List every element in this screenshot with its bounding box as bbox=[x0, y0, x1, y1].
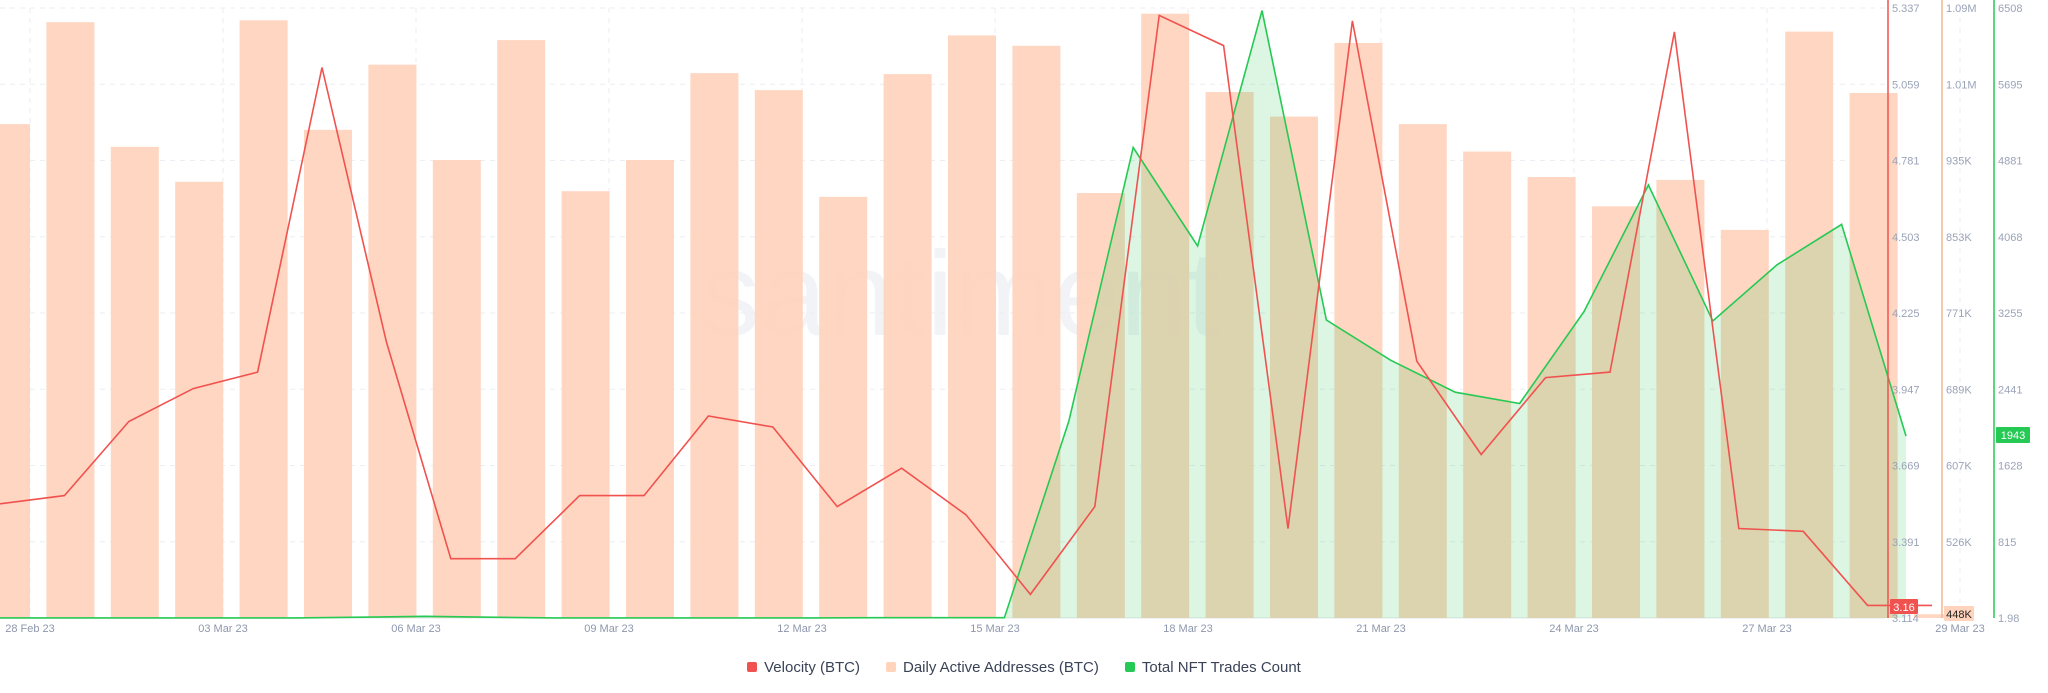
bar-daily-active-addresses bbox=[1076, 193, 1125, 618]
bar-daily-active-addresses bbox=[497, 40, 546, 618]
bar-daily-active-addresses bbox=[1527, 177, 1576, 618]
x-axis-tick-labels: 28 Feb 23 03 Mar 23 06 Mar 23 09 Mar 23 12 M… bbox=[5, 623, 1985, 635]
y-axis-tick-label-velocity: 3.669 bbox=[1892, 461, 1920, 473]
line-layer bbox=[0, 10, 1933, 619]
bar-daily-active-addresses bbox=[46, 22, 95, 619]
bar-layer bbox=[0, 13, 1962, 619]
y-axis-tick-label-nft: 4881 bbox=[1998, 156, 2022, 168]
nft-last-badge: 1943 bbox=[2001, 430, 2025, 442]
x-axis-tick-label: 18 Mar 23 bbox=[1163, 623, 1213, 635]
bar-daily-active-addresses bbox=[754, 90, 803, 618]
x-axis-tick-label: 21 Mar 23 bbox=[1356, 623, 1406, 635]
x-axis-tick-label: 24 Mar 23 bbox=[1549, 623, 1599, 635]
legend-swatch-velocity bbox=[747, 662, 758, 672]
y-axis-tick-label-velocity: 3.947 bbox=[1892, 384, 1920, 396]
y-axis-tick-label-nft: 1628 bbox=[1998, 461, 2022, 473]
legend-swatch-addresses bbox=[885, 662, 896, 672]
bar-daily-active-addresses bbox=[1205, 92, 1254, 619]
y-axis-tick-label-addresses: 526K bbox=[1946, 537, 1972, 549]
y-axis-tick-label-velocity: 4.781 bbox=[1892, 156, 1920, 168]
y-axis-tick-label-velocity: 3.114 bbox=[1892, 613, 1919, 625]
bar-daily-active-addresses bbox=[626, 160, 674, 618]
x-axis-tick-label: 28 Feb 23 bbox=[5, 623, 55, 635]
bar-daily-active-addresses bbox=[1592, 206, 1640, 618]
addresses-last-badge-bg bbox=[1944, 606, 1974, 621]
bar-daily-active-addresses bbox=[561, 191, 610, 619]
bar-daily-active-addresses bbox=[1141, 13, 1190, 618]
legend-item-addresses[interactable]: Daily Active Addresses (BTC) bbox=[885, 658, 1099, 676]
y-axis-tick-label-addresses: 1.01M bbox=[1946, 79, 1977, 91]
legend-label-nft: Total NFT Trades Count bbox=[1141, 658, 1301, 676]
x-axis-tick-label: 09 Mar 23 bbox=[584, 623, 634, 635]
area-nft-trades-fill bbox=[0, 10, 1906, 618]
y-axis-tick-label-velocity: 4.225 bbox=[1892, 308, 1920, 320]
bar-daily-active-addresses bbox=[239, 20, 288, 619]
bar-daily-active-addresses bbox=[690, 73, 739, 619]
bar-daily-active-addresses bbox=[1270, 116, 1318, 618]
y-axis-tick-label-nft: 3255 bbox=[1998, 308, 2022, 320]
chart-legend: Velocity (BTC) Daily Active Addresses (B… bbox=[0, 652, 2048, 682]
x-axis-tick-label: 27 Mar 23 bbox=[1742, 623, 1792, 635]
bar-daily-active-addresses bbox=[883, 74, 932, 619]
y-axis-tick-label-nft: 6508 bbox=[1998, 3, 2022, 15]
bar-daily-active-addresses bbox=[304, 129, 352, 618]
x-axis-tick-label: 06 Mar 23 bbox=[391, 623, 441, 635]
bar-daily-active-addresses bbox=[110, 146, 159, 618]
velocity-last-badge: 3.16 bbox=[1893, 602, 1914, 614]
y-axis-tick-label-addresses: 771K bbox=[1946, 308, 1972, 320]
bar-daily-active-addresses bbox=[1463, 151, 1512, 618]
y-axis-tick-label-nft: 1.98 bbox=[1998, 613, 2019, 625]
bar-daily-active-addresses bbox=[1849, 92, 1898, 619]
x-axis-tick-label: 03 Mar 23 bbox=[198, 623, 248, 635]
y-axis-tick-label-nft: 4068 bbox=[1998, 232, 2022, 244]
y-axis-tick-label-velocity: 5.337 bbox=[1892, 3, 1920, 15]
y-axis-tick-label-addresses: 935K bbox=[1946, 156, 1972, 168]
y-axis-tick-label-addresses: 689K bbox=[1946, 384, 1972, 396]
y-axis-tick-label-velocity: 4.503 bbox=[1892, 232, 1920, 244]
bar-daily-active-addresses bbox=[0, 124, 30, 618]
bar-daily-active-addresses bbox=[1785, 31, 1834, 618]
y-axis-tick-label-nft: 815 bbox=[1998, 537, 2016, 549]
bar-daily-active-addresses bbox=[948, 35, 996, 618]
y-axis-tick-label-nft: 2441 bbox=[1998, 384, 2022, 396]
x-axis-tick-label: 29 Mar 23 bbox=[1935, 623, 1985, 635]
bar-daily-active-addresses bbox=[432, 160, 481, 618]
legend-swatch-nft bbox=[1124, 662, 1135, 672]
x-axis-tick-label: 15 Mar 23 bbox=[970, 623, 1020, 635]
y-axis-tick-label-addresses: 853K bbox=[1946, 232, 1972, 244]
bar-daily-active-addresses bbox=[175, 181, 224, 618]
legend-item-nft[interactable]: Total NFT Trades Count bbox=[1124, 658, 1301, 676]
y-axis-tick-label-velocity: 3.391 bbox=[1892, 537, 1920, 549]
bar-daily-active-addresses bbox=[1914, 614, 1962, 618]
x-axis-tick-label: 12 Mar 23 bbox=[777, 623, 827, 635]
y-axis-tick-label-velocity: 5.059 bbox=[1892, 79, 1920, 91]
y-axis-tick-label-nft: 5695 bbox=[1998, 79, 2022, 91]
bar-daily-active-addresses bbox=[819, 196, 868, 618]
bar-daily-active-addresses bbox=[1720, 229, 1769, 618]
y-axis-tick-label-addresses: 1.09M bbox=[1946, 3, 1977, 15]
legend-item-velocity[interactable]: Velocity (BTC) bbox=[747, 659, 860, 676]
chart-svg: santiment 5.3375.0594.7814.5034.2253.947… bbox=[0, 0, 2030, 635]
y-axis-tick-label-addresses: 607K bbox=[1946, 461, 1972, 473]
velocity-last-badge-bg bbox=[1890, 599, 1918, 614]
legend-label-velocity: Velocity (BTC) bbox=[764, 658, 860, 676]
area-layer bbox=[0, 10, 1906, 618]
addresses-last-badge: 448K bbox=[1946, 609, 1972, 621]
axis-layer: 5.337 5.059 4.781 4.503 4.225 3.947 3.669 3.391… bbox=[1887, 0, 2022, 625]
nft-last-badge-bg bbox=[1996, 427, 2030, 443]
legend-label-addresses: Daily Active Addresses (BTC) bbox=[902, 658, 1099, 676]
bar-daily-active-addresses bbox=[368, 64, 417, 618]
